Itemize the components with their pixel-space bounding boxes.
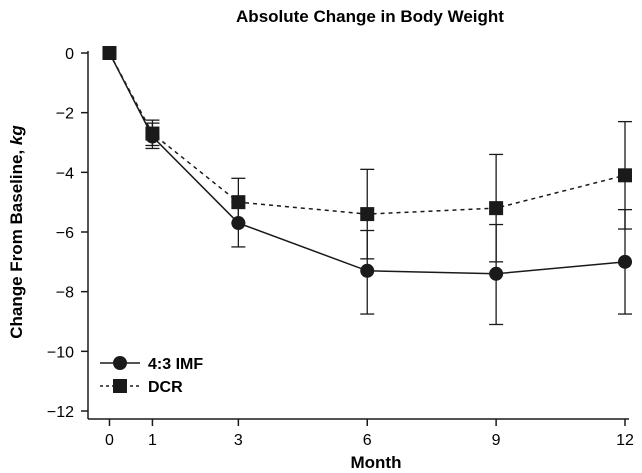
y-axis-label: Change From Baseline, kg [7,125,26,339]
y-axis-ticks: 0 −2 −4 −6 −8 −10 −12 [47,46,88,421]
data-point-imf [618,254,632,269]
data-point-imf [231,216,246,231]
legend-item-imf: 4:3 IMF [100,356,203,373]
y-tick-label: −6 [56,225,74,242]
y-axis-label-unit: kg [7,125,26,145]
x-tick-label: 12 [616,432,634,449]
legend-label-imf: 4:3 IMF [148,356,203,373]
legend-label-dcr: DCR [148,379,183,396]
y-tick-label: −2 [56,106,74,123]
y-tick-label: −8 [56,285,74,302]
series-dcr [102,46,632,263]
x-axis-ticks: 0 1 3 6 9 12 [105,419,634,449]
y-tick-label: −10 [47,344,74,361]
data-point-dcr [489,201,504,216]
data-point-dcr [360,207,375,222]
series-line-imf [108,52,626,275]
series-imf [102,46,632,326]
y-tick-label: −4 [56,165,74,182]
x-tick-label: 9 [492,432,501,449]
legend-marker-imf [113,356,127,370]
y-tick-label: −12 [47,404,74,421]
x-axis-label: Month [351,453,402,472]
data-point-imf [145,129,160,144]
data-point-imf [489,266,504,281]
series-line-dcr [108,52,626,215]
chart-title: Absolute Change in Body Weight [236,7,504,26]
legend-marker-dcr [113,379,127,393]
x-tick-label: 0 [105,432,114,449]
x-tick-label: 1 [148,432,157,449]
series-layer [102,46,632,326]
y-tick-label: 0 [65,46,74,63]
data-point-imf [102,46,117,60]
x-tick-label: 6 [363,432,372,449]
data-point-imf [360,263,375,278]
data-point-dcr [618,168,632,183]
y-axis-label-main: Change From Baseline, [7,145,26,339]
x-tick-label: 3 [234,432,243,449]
legend-item-dcr: DCR [100,379,183,396]
legend: 4:3 IMF DCR [100,356,203,396]
